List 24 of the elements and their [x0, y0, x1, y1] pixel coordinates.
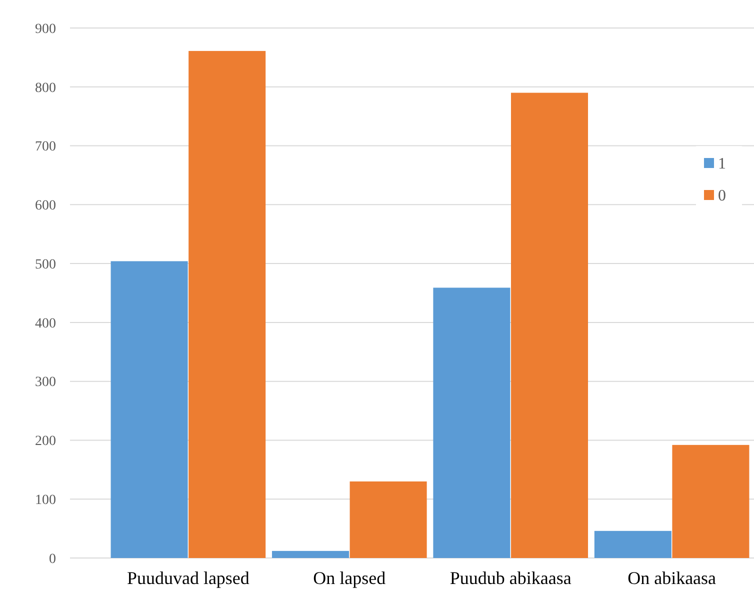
legend-label: 1: [718, 156, 726, 173]
x-tick-label: Puuduvad lapsed: [126, 568, 250, 588]
x-tick-label: Puudub abikaasa: [450, 568, 572, 588]
y-tick-label: 300: [35, 375, 56, 390]
bar: [350, 481, 427, 558]
bar: [110, 261, 188, 558]
bar: [188, 50, 266, 558]
legend-label: 0: [718, 188, 726, 205]
y-tick-label: 900: [35, 22, 56, 37]
y-tick-label: 0: [49, 552, 56, 567]
x-tick-label: On lapsed: [313, 568, 386, 588]
bar: [433, 288, 510, 558]
y-tick-label: 700: [35, 140, 56, 155]
bar: [594, 530, 672, 558]
y-tick-label: 400: [35, 316, 56, 332]
y-tick-label: 800: [35, 80, 56, 96]
bar: [272, 550, 350, 558]
bar: [510, 92, 588, 558]
bar: [672, 444, 750, 558]
y-tick-label: 200: [35, 434, 56, 450]
y-tick-label: 500: [35, 257, 56, 272]
y-tick-label: 100: [35, 493, 56, 508]
y-tick-label: 600: [35, 198, 56, 214]
x-tick-label: On abikaasa: [628, 568, 716, 588]
